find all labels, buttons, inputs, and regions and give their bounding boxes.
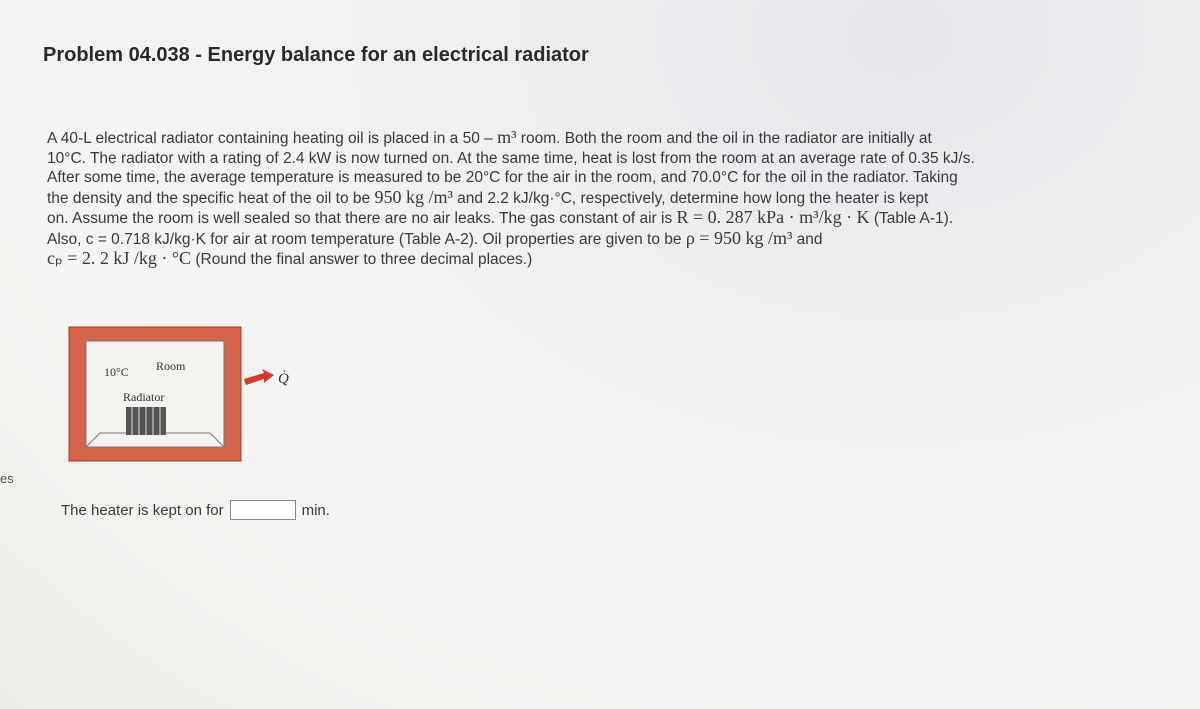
radiator-icon	[126, 407, 166, 435]
text-line: A 40-L electrical radiator containing he…	[47, 127, 975, 149]
temp-label: 10°C	[104, 365, 129, 379]
text-line: Also, c = 0.718 kJ/kg·K for air at room …	[47, 227, 975, 250]
text-run: and 2.2 kJ/kg·°C, respectively, determin…	[452, 189, 929, 207]
sidebar-fragment: es	[0, 471, 14, 486]
math-run: cₚ = 2. 2 kJ /kg · °C	[47, 248, 192, 268]
problem-text: A 40-L electrical radiator containing he…	[47, 127, 975, 270]
radiator-label: Radiator	[123, 390, 164, 404]
figure: 10°C Room Radiator Q̇	[68, 326, 289, 462]
floor-edge	[209, 432, 225, 448]
text-run: on. Assume the room is well sealed so th…	[47, 210, 677, 227]
math-run: m³	[497, 127, 517, 147]
text-line: the density and the specific heat of the…	[47, 186, 975, 209]
floor-edge	[85, 432, 101, 448]
text-line: on. Assume the room is well sealed so th…	[47, 207, 975, 229]
text-line: 10°C. The radiator with a rating of 2.4 …	[47, 149, 975, 169]
math-run: R = 0. 287 kPa · m³/kg · K	[676, 207, 870, 227]
answer-unit: min.	[301, 501, 330, 519]
text-line: cₚ = 2. 2 kJ /kg · °C (Round the final a…	[47, 248, 975, 270]
room-label: Room	[156, 359, 186, 373]
answer-prompt: The heater is kept on for	[61, 501, 224, 519]
answer-input[interactable]	[229, 500, 296, 520]
text-run: A 40-L electrical radiator containing he…	[47, 130, 498, 147]
text-run: the density and the specific heat of the…	[47, 189, 375, 207]
math-run: ρ = 950 kg /m³	[685, 227, 793, 248]
text-run: 10°C. The radiator with a rating of 2.4 …	[47, 149, 975, 167]
problem-title: Problem 04.038 - Energy balance for an e…	[43, 44, 589, 66]
text-run: (Round the final answer to three decimal…	[191, 251, 533, 268]
heat-arrow	[244, 369, 274, 385]
text-run: and	[792, 230, 823, 248]
text-line: After some time, the average temperature…	[47, 168, 975, 188]
text-run: After some time, the average temperature…	[47, 169, 958, 186]
text-run: Also, c = 0.718 kJ/kg·K for air at room …	[47, 230, 686, 248]
text-run: (Table A-1).	[869, 210, 954, 227]
text-run: room. Both the room and the oil in the r…	[516, 130, 932, 147]
heat-label: Q̇	[278, 371, 289, 387]
answer-row: The heater is kept on for min.	[61, 500, 330, 520]
math-run: 950 kg /m³	[374, 186, 453, 207]
